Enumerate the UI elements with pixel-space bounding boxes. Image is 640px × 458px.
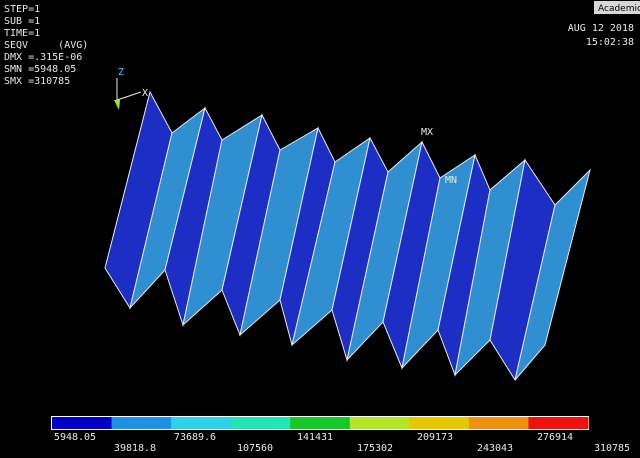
header-line: SUB =1 [4, 16, 40, 27]
legend-band [528, 417, 589, 429]
badge-box [594, 1, 640, 14]
legend-value: 243043 [477, 443, 513, 454]
badge: Academic [598, 4, 640, 14]
legend-value: 39818.8 [114, 443, 156, 454]
y-axis-tri [114, 100, 120, 110]
legend-band [468, 417, 529, 429]
legend-value: 276914 [537, 432, 573, 443]
legend-value: 73689.6 [174, 432, 216, 443]
legend-value: 209173 [417, 432, 453, 443]
header-line: SMN =5948.05 [4, 64, 76, 75]
header-line: SEQV (AVG) [4, 40, 88, 51]
legend-band [290, 417, 351, 429]
model [104, 90, 591, 382]
x-axis-line [116, 91, 142, 101]
legend-band [52, 417, 113, 429]
legend-value: 141431 [297, 432, 333, 443]
min-label: MN [445, 175, 457, 186]
header-line: TIME=1 [4, 28, 40, 39]
legend-value: 310785 [594, 443, 630, 454]
legend-value: 107560 [237, 443, 273, 454]
legend-band [230, 417, 291, 429]
legend-value: 5948.05 [54, 432, 96, 443]
legend-band [409, 417, 470, 429]
panel [514, 168, 591, 381]
date: AUG 12 2018 [568, 23, 634, 34]
legend: 5948.05 39818.8 73689.6 107560 141431 175302 2… [51, 416, 630, 454]
z-axis-label: Z [118, 67, 124, 78]
header-line: DMX =.315E-06 [4, 52, 82, 63]
header-line: STEP=1 [4, 4, 40, 15]
max-label: MX [421, 127, 433, 138]
legend-band [349, 417, 410, 429]
legend-band [171, 417, 232, 429]
x-axis-label: X [142, 88, 148, 99]
legend-value: 175302 [357, 443, 393, 454]
time: 15:02:38 [586, 37, 634, 48]
legend-band [111, 417, 172, 429]
header-line: SMX =310785 [4, 76, 70, 87]
